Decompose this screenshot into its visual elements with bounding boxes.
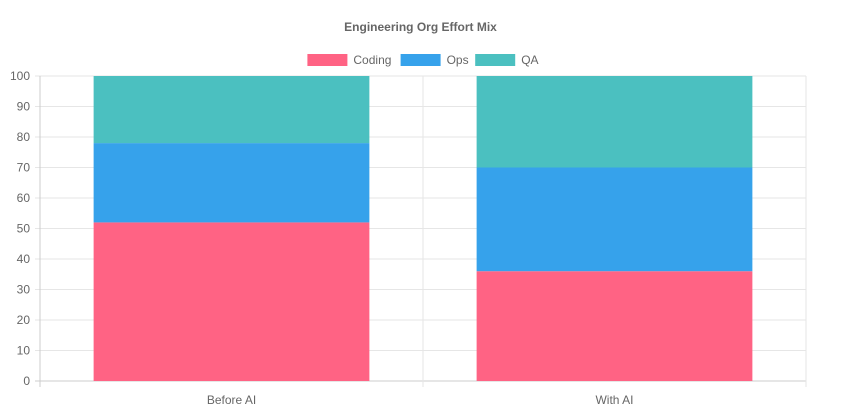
y-tick-label: 20	[17, 313, 31, 327]
chart-title: Engineering Org Effort Mix	[344, 20, 497, 34]
y-tick-label: 10	[17, 344, 31, 358]
legend-swatch-qa[interactable]	[475, 54, 516, 66]
x-tick-label: Before AI	[207, 393, 256, 407]
y-tick-label: 50	[17, 222, 31, 236]
y-tick-label: 100	[10, 69, 30, 83]
axes: 0 10 20 30 40 50 60 70 80 90 100 Before AI With AI	[10, 69, 634, 407]
y-tick-label: 0	[23, 374, 30, 388]
x-tick-label: With AI	[595, 393, 633, 407]
y-tick-label: 70	[17, 161, 31, 175]
y-tick-label: 40	[17, 252, 31, 266]
y-tick-label: 90	[17, 100, 31, 114]
legend-label-coding[interactable]: Coding	[353, 53, 391, 67]
bar-ops-with-ai[interactable]	[476, 167, 753, 272]
bar-ops-before-ai[interactable]	[93, 143, 370, 223]
legend-swatch-ops[interactable]	[400, 54, 441, 66]
y-tick-label: 80	[17, 130, 31, 144]
y-tick-label: 30	[17, 283, 31, 297]
bar-qa-before-ai[interactable]	[93, 76, 370, 144]
bar-coding-before-ai[interactable]	[93, 222, 370, 381]
legend-label-qa[interactable]: QA	[521, 53, 538, 67]
bar-qa-with-ai[interactable]	[476, 76, 753, 168]
bars	[93, 76, 753, 381]
legend-label-ops[interactable]: Ops	[447, 53, 469, 67]
legend-swatch-coding[interactable]	[307, 54, 348, 66]
bar-coding-with-ai[interactable]	[476, 271, 753, 381]
y-tick-label: 60	[17, 191, 31, 205]
legend: Coding Ops QA	[307, 53, 539, 67]
